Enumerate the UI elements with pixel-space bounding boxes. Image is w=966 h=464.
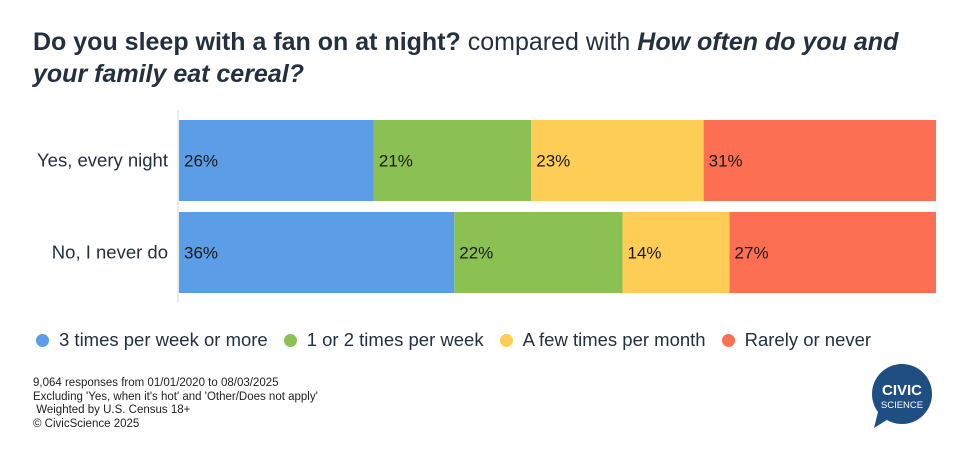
bar-segment <box>179 120 374 201</box>
legend-item: A few times per month <box>499 329 706 351</box>
chart-title: Do you sleep with a fan on at night? com… <box>33 26 933 90</box>
footnote-weighting: Weighted by U.S. Census 18+ <box>33 404 191 416</box>
footnote-exclusions: Excluding 'Yes, when it's hot' and 'Othe… <box>33 390 318 403</box>
legend-item: 1 or 2 times per week <box>283 329 484 351</box>
bar-segment <box>703 120 936 201</box>
title-question-1: Do you sleep with a fan on at night? <box>33 28 461 56</box>
logo-word-civic: CIVIC <box>882 382 922 399</box>
bar-segment <box>622 212 730 293</box>
data-label: 36% <box>184 244 218 263</box>
data-label: 22% <box>459 244 493 263</box>
data-label: 31% <box>709 152 743 171</box>
data-label: 27% <box>735 244 769 263</box>
bar-segment <box>454 212 623 293</box>
bar-segment <box>373 120 532 201</box>
bar-segment <box>531 120 704 201</box>
legend-item: 3 times per week or more <box>36 329 268 351</box>
stacked-bar-chart: Yes, every night 26% 21% 23% 31% No, I never … <box>37 110 936 302</box>
data-label: 14% <box>627 244 661 263</box>
legend-label: Rarely or never <box>744 329 872 350</box>
footnote-copyright: © CivicScience 2025 <box>33 417 140 430</box>
legend-swatch <box>721 333 735 347</box>
category-label: Yes, every night <box>37 150 168 171</box>
chart-legend: 3 times per week or more 1 or 2 times per… <box>36 328 887 352</box>
bar-segment <box>179 212 455 293</box>
legend-swatch <box>499 333 513 347</box>
title-question-2: How often do you and your family eat cer… <box>33 28 899 88</box>
legend-item: Rarely or never <box>721 329 872 351</box>
data-label: 21% <box>379 152 413 171</box>
legend-label: 1 or 2 times per week <box>306 329 484 350</box>
data-label: 26% <box>184 152 218 171</box>
legend-swatch <box>283 333 297 347</box>
civicscience-logo: CIVIC SCIENCE <box>872 364 932 428</box>
footnote-responses: 9,064 responses from 01/01/2020 to 08/03… <box>33 377 279 389</box>
data-label: 23% <box>536 152 570 171</box>
title-connector: compared with <box>460 28 638 56</box>
category-label: No, I never do <box>52 242 168 263</box>
legend-swatch <box>36 333 49 347</box>
legend-label: A few times per month <box>522 329 706 350</box>
bar-segment <box>729 212 936 293</box>
legend-label: 3 times per week or more <box>59 329 268 350</box>
logo-word-science: SCIENCE <box>881 400 923 411</box>
footnotes: 9,064 responses from 01/01/2020 to 08/03… <box>33 377 318 431</box>
